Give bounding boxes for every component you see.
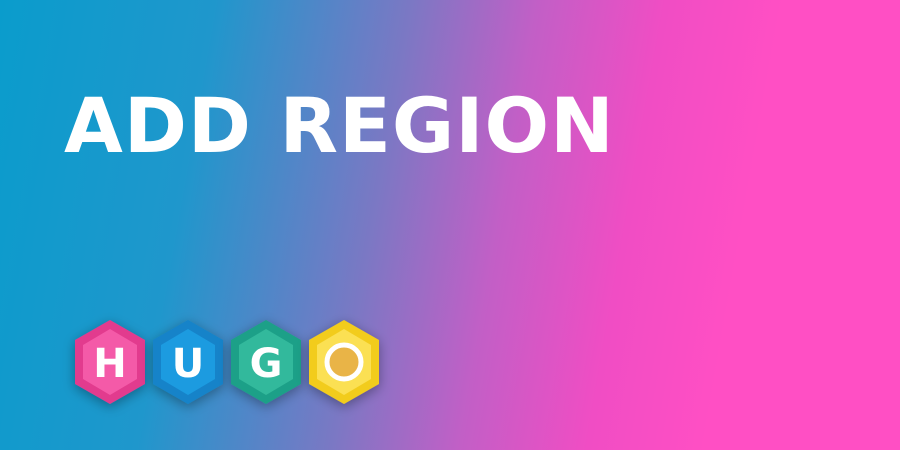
logo-letter-h: H <box>93 341 126 387</box>
hex-h: H <box>75 320 145 404</box>
logo-letter-u: U <box>172 341 204 387</box>
logo-letter-o: O <box>327 341 361 387</box>
page-title: ADD REGION <box>64 81 615 170</box>
hex-o: O <box>309 320 379 404</box>
hex-g: G <box>231 320 301 404</box>
logo-letter-o-ring <box>324 342 364 382</box>
hugo-logo-graphic: H U G O <box>75 320 379 404</box>
hex-u: U <box>153 320 223 404</box>
logo-letter-g: G <box>250 341 283 387</box>
hugo-logo: H U G O <box>60 312 400 416</box>
